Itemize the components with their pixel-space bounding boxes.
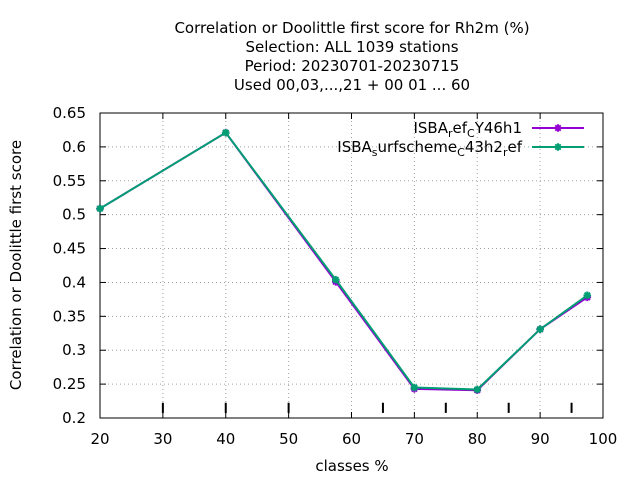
y-tick-label: 0.4 <box>62 273 86 291</box>
series-1 <box>96 128 592 395</box>
y-tick-label: 0.3 <box>62 341 86 359</box>
legend-marker <box>554 143 562 151</box>
data-point <box>583 291 592 300</box>
x-tick-label: 70 <box>405 430 424 448</box>
y-tick-label: 0.5 <box>62 206 86 224</box>
x-axis: 20 30 40 50 60 70 80 90 100 <box>90 113 617 448</box>
legend-label: ISBArefCY46h1 <box>413 119 522 140</box>
legend-marker <box>554 124 562 132</box>
title-line: Selection: ALL 1039 stations <box>245 38 458 56</box>
series-2 <box>96 128 592 394</box>
y-tick-label: 0.65 <box>53 104 86 122</box>
legend-item: ISBAsurfschemeC43h2ref <box>337 138 584 159</box>
series-line <box>99 131 588 391</box>
class-markers <box>161 402 573 413</box>
title-line: Correlation or Doolittle first score for… <box>174 19 529 37</box>
title-line: Period: 20230701-20230715 <box>245 57 460 75</box>
x-tick-label: 60 <box>342 430 361 448</box>
x-tick-label: 40 <box>216 430 235 448</box>
data-point <box>331 275 340 284</box>
y-tick-label: 0.6 <box>62 138 86 156</box>
data-point <box>221 128 230 137</box>
title-line: Used 00,03,...,21 + 00 01 ... 60 <box>234 76 470 94</box>
y-tick-label: 0.45 <box>53 240 86 258</box>
series-line <box>99 131 588 392</box>
x-axis-label: classes % <box>315 457 388 475</box>
legend-item: ISBArefCY46h1 <box>413 119 584 140</box>
y-tick-label: 0.2 <box>62 409 86 427</box>
x-tick-label: 80 <box>468 430 487 448</box>
x-tick-label: 30 <box>153 430 172 448</box>
grid <box>100 113 603 418</box>
data-point <box>96 204 104 213</box>
series <box>96 128 592 395</box>
y-axis: 0.2 0.25 0.3 0.35 0.4 0.45 0.5 0.55 0.6 0.65 <box>53 104 603 427</box>
legend-label: ISBAsurfschemeC43h2ref <box>337 138 522 159</box>
x-tick-label: 50 <box>279 430 298 448</box>
x-tick-label: 100 <box>589 430 618 448</box>
y-tick-label: 0.25 <box>53 375 86 393</box>
y-tick-label: 0.35 <box>53 307 86 325</box>
data-point <box>536 325 544 334</box>
y-tick-label: 0.55 <box>53 172 86 190</box>
data-point <box>410 383 419 392</box>
data-point <box>473 385 482 394</box>
x-tick-label: 20 <box>90 430 109 448</box>
y-axis-label: Correlation or Doolittle first score <box>7 140 25 390</box>
x-tick-label: 90 <box>531 430 550 448</box>
chart-title: Correlation or Doolittle first score for… <box>174 19 529 94</box>
